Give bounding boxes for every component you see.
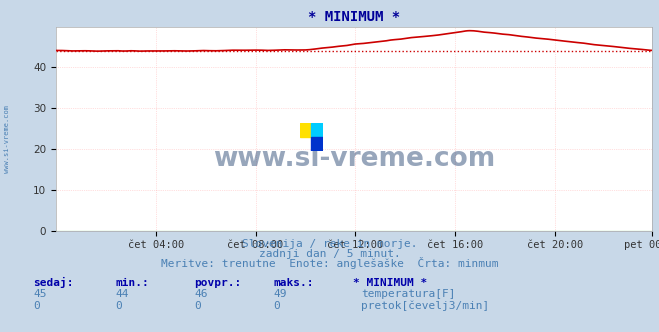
Text: min.:: min.: [115, 278, 149, 288]
Bar [300, 123, 312, 137]
Text: temperatura[F]: temperatura[F] [361, 289, 455, 299]
Text: 0: 0 [273, 301, 280, 311]
Bar [312, 123, 323, 137]
Text: 0: 0 [33, 301, 40, 311]
Text: pretok[čevelj3/min]: pretok[čevelj3/min] [361, 300, 490, 311]
Text: sedaj:: sedaj: [33, 277, 73, 288]
Text: Slovenija / reke in morje.: Slovenija / reke in morje. [242, 239, 417, 249]
Bar [312, 137, 323, 151]
Text: 44: 44 [115, 289, 129, 299]
Text: 46: 46 [194, 289, 208, 299]
Text: * MINIMUM *: * MINIMUM * [353, 278, 427, 288]
Text: www.si-vreme.com: www.si-vreme.com [213, 146, 496, 172]
Text: 45: 45 [33, 289, 46, 299]
Text: www.si-vreme.com: www.si-vreme.com [3, 106, 10, 173]
Text: maks.:: maks.: [273, 278, 314, 288]
Text: 0: 0 [115, 301, 122, 311]
Text: povpr.:: povpr.: [194, 278, 242, 288]
Text: Meritve: trenutne  Enote: anglešaške  Črta: minmum: Meritve: trenutne Enote: anglešaške Črta… [161, 257, 498, 269]
Text: 49: 49 [273, 289, 287, 299]
Text: zadnji dan / 5 minut.: zadnji dan / 5 minut. [258, 249, 401, 259]
Text: 0: 0 [194, 301, 201, 311]
Title: * MINIMUM *: * MINIMUM * [308, 10, 400, 24]
